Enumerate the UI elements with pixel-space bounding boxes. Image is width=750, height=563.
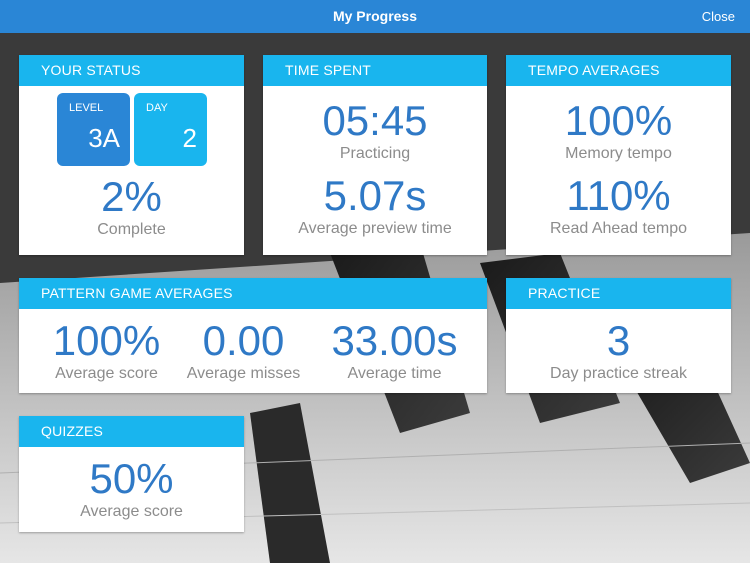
readahead-tempo-value: 110% [566, 172, 671, 219]
practice-streak-label: Day practice streak [550, 365, 687, 382]
pattern-time-stat: 33.00s Average time [317, 318, 472, 384]
level-tile: LEVEL 3A [57, 93, 130, 166]
practice-streak-value: 3 [606, 317, 631, 364]
time-spent-header: TIME SPENT [263, 55, 487, 86]
practice-card: PRACTICE 3 Day practice streak [506, 278, 731, 393]
practicing-label: Practicing [339, 145, 411, 162]
tempo-header: TEMPO AVERAGES [506, 55, 731, 86]
status-card: YOUR STATUS LEVEL 3A DAY 2 2% Complete [19, 55, 244, 255]
level-label: LEVEL [69, 102, 104, 114]
pattern-game-card: PATTERN GAME AVERAGES 100% Average score… [19, 278, 487, 393]
page-title: My Progress [332, 8, 418, 24]
time-spent-card: TIME SPENT 05:45 Practicing 5.07s Averag… [263, 55, 487, 255]
level-value: 3A [88, 123, 120, 153]
pattern-score-stat: 100% Average score [29, 318, 184, 384]
pattern-game-header: PATTERN GAME AVERAGES [19, 278, 487, 309]
preview-time-label: Average preview time [298, 220, 452, 237]
pattern-score-label: Average score [55, 365, 158, 382]
pattern-score-value: 100% [52, 317, 161, 364]
status-card-header: YOUR STATUS [19, 55, 244, 86]
practice-header: PRACTICE [506, 278, 731, 309]
top-bar: My Progress Close [0, 0, 750, 33]
pattern-misses-label: Average misses [186, 365, 301, 382]
pattern-misses-value: 0.00 [202, 317, 285, 364]
memory-tempo-label: Memory tempo [565, 145, 672, 162]
close-button[interactable]: Close [701, 9, 735, 24]
readahead-tempo-label: Read Ahead tempo [550, 220, 687, 237]
day-label: DAY [146, 102, 168, 114]
quiz-score-label: Average score [80, 503, 183, 520]
quizzes-card: QUIZZES 50% Average score [19, 416, 244, 532]
tempo-card: TEMPO AVERAGES 100% Memory tempo 110% Re… [506, 55, 731, 255]
memory-tempo-value: 100% [564, 97, 673, 144]
pattern-time-label: Average time [347, 365, 442, 382]
practicing-value: 05:45 [322, 97, 428, 144]
quizzes-header: QUIZZES [19, 416, 244, 447]
preview-time-value: 5.07s [323, 172, 427, 219]
day-tile: DAY 2 [134, 93, 207, 166]
quiz-score-value: 50% [89, 455, 174, 502]
complete-label: Complete [97, 221, 166, 238]
pattern-misses-stat: 0.00 Average misses [166, 318, 321, 384]
complete-value: 2% [101, 173, 162, 220]
pattern-time-value: 33.00s [331, 317, 458, 364]
day-value: 2 [182, 123, 197, 153]
